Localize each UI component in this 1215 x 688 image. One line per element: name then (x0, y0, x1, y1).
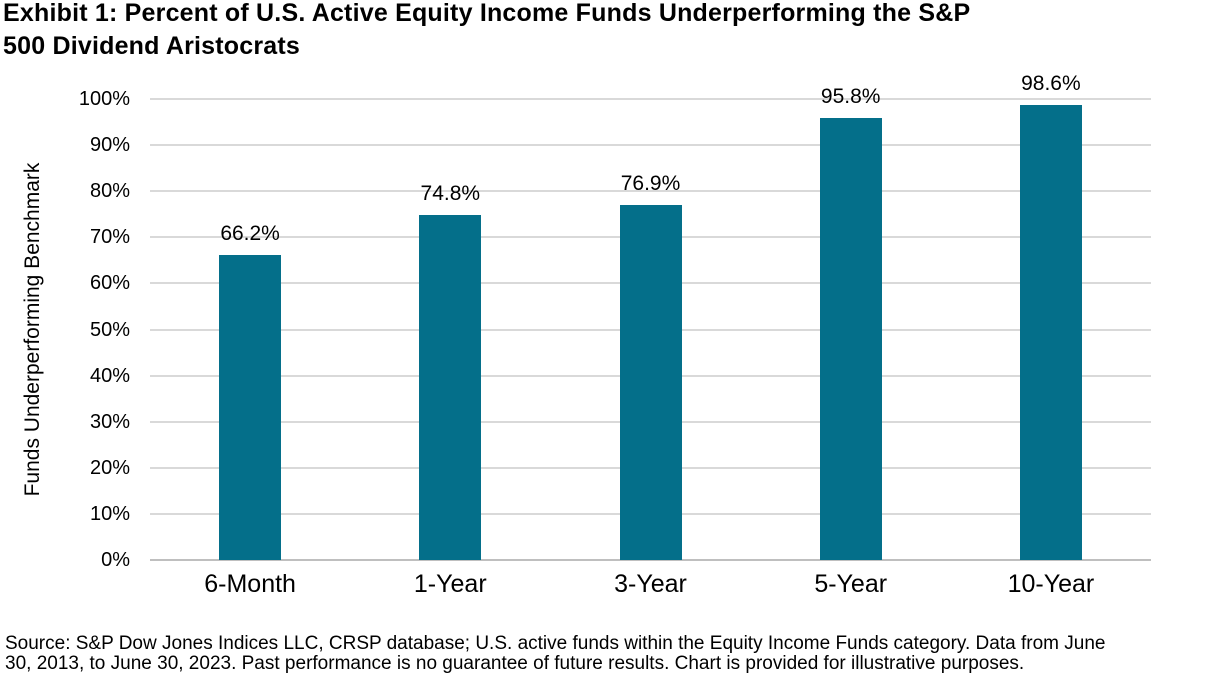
bar (419, 215, 482, 560)
source-line-1: Source: S&P Dow Jones Indices LLC, CRSP … (5, 633, 1106, 654)
title-line-2: 500 Dividend Aristocrats (3, 32, 301, 60)
y-tick-label: 50% (89, 318, 130, 341)
bar-value-label: 76.9% (620, 172, 681, 196)
bar (219, 254, 282, 560)
x-tick-label: 3-Year (614, 570, 687, 598)
x-tick-label: 1-Year (413, 570, 487, 598)
bar-value-label: 74.8% (420, 182, 481, 206)
gridline (150, 144, 1151, 147)
y-tick-label: 60% (89, 272, 130, 295)
y-tick-label: 0% (101, 549, 130, 571)
bar (1019, 105, 1082, 560)
bar (819, 118, 882, 560)
bar-value-label: 95.8% (820, 85, 881, 109)
y-tick-label: 40% (89, 364, 130, 387)
y-tick-label: 90% (89, 134, 130, 157)
bar (619, 205, 682, 560)
x-tick-label: 6-Month (204, 570, 296, 598)
source-note: Source: S&P Dow Jones Indices LLC, CRSP … (5, 634, 1105, 673)
gridline (150, 98, 1151, 100)
y-tick-label: 80% (89, 180, 130, 203)
y-tick-label: 70% (89, 226, 130, 249)
source-line-2: 30, 2013, to June 30, 2023. Past perform… (5, 652, 1025, 674)
gridline (150, 190, 1151, 193)
y-tick-label: 20% (89, 456, 130, 479)
title-line-1: Exhibit 1: Percent of U.S. Active Equity… (3, 0, 971, 27)
y-tick-label: 100% (78, 88, 130, 110)
y-tick-label: 10% (89, 502, 130, 525)
x-tick-label: 10-Year (1007, 570, 1095, 598)
x-axis-line (150, 559, 1151, 561)
bar-value-label: 98.6% (1021, 72, 1081, 96)
y-axis-title: Funds Underperforming Benchmark (21, 162, 44, 497)
y-tick-label: 30% (89, 410, 130, 433)
bar-value-label: 66.2% (220, 221, 280, 245)
page-title: Exhibit 1: Percent of U.S. Active Equity… (3, 0, 970, 63)
x-tick-label: 5-Year (814, 570, 888, 598)
